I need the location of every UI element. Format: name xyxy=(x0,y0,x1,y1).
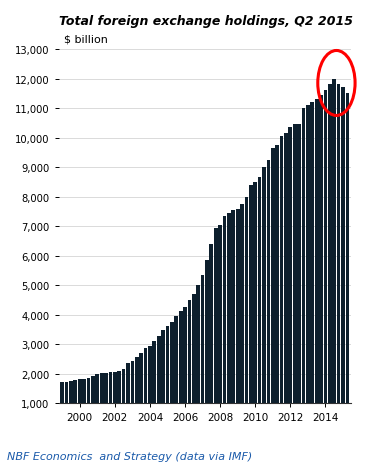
Bar xyxy=(87,378,90,433)
Bar xyxy=(188,300,191,433)
Bar xyxy=(236,209,239,433)
Bar xyxy=(218,225,222,433)
Bar xyxy=(104,373,108,433)
Bar xyxy=(271,149,275,433)
Bar xyxy=(78,379,81,433)
Bar xyxy=(310,103,314,433)
Bar xyxy=(192,294,196,433)
Bar xyxy=(341,88,345,433)
Bar xyxy=(91,376,95,433)
Bar xyxy=(60,382,64,433)
Bar xyxy=(65,382,68,433)
Bar xyxy=(100,374,104,433)
Bar xyxy=(166,326,169,433)
Text: $ billion: $ billion xyxy=(64,35,108,44)
Bar xyxy=(297,125,301,433)
Bar xyxy=(253,182,257,433)
Bar xyxy=(196,286,200,433)
Bar xyxy=(223,216,226,433)
Bar xyxy=(139,353,143,433)
Bar xyxy=(183,308,187,433)
Bar xyxy=(227,213,231,433)
Bar xyxy=(161,330,165,433)
Bar xyxy=(293,125,297,433)
Bar xyxy=(82,379,86,433)
Text: Total foreign exchange holdings, Q2 2015: Total foreign exchange holdings, Q2 2015 xyxy=(59,15,353,28)
Bar xyxy=(201,275,205,433)
Bar xyxy=(319,95,323,433)
Bar xyxy=(209,244,213,433)
Bar xyxy=(337,85,340,433)
Bar xyxy=(332,79,336,433)
Bar xyxy=(179,311,182,433)
Bar xyxy=(135,357,139,433)
Bar xyxy=(214,228,218,433)
Bar xyxy=(315,100,319,433)
Bar xyxy=(74,381,77,433)
Bar xyxy=(346,94,349,433)
Bar xyxy=(205,261,209,433)
Bar xyxy=(302,109,305,433)
Bar xyxy=(245,197,248,433)
Bar xyxy=(262,168,266,433)
Bar xyxy=(95,374,99,433)
Bar xyxy=(174,317,178,433)
Bar xyxy=(152,342,156,433)
Bar xyxy=(148,346,152,433)
Bar xyxy=(144,349,147,433)
Bar xyxy=(170,323,174,433)
Bar xyxy=(328,85,332,433)
Bar xyxy=(69,382,73,433)
Bar xyxy=(126,363,130,433)
Bar xyxy=(258,178,262,433)
Bar xyxy=(131,361,134,433)
Bar xyxy=(122,369,125,433)
Bar xyxy=(266,160,270,433)
Bar xyxy=(113,372,117,433)
Text: NBF Economics  and Strategy (data via IMF): NBF Economics and Strategy (data via IMF… xyxy=(7,450,253,461)
Bar xyxy=(249,186,253,433)
Bar xyxy=(232,211,235,433)
Bar xyxy=(284,134,288,433)
Bar xyxy=(280,137,283,433)
Bar xyxy=(324,91,327,433)
Bar xyxy=(157,337,161,433)
Bar xyxy=(117,371,121,433)
Bar xyxy=(108,372,112,433)
Bar xyxy=(306,106,310,433)
Bar xyxy=(289,128,292,433)
Bar xyxy=(275,146,279,433)
Bar xyxy=(240,205,244,433)
